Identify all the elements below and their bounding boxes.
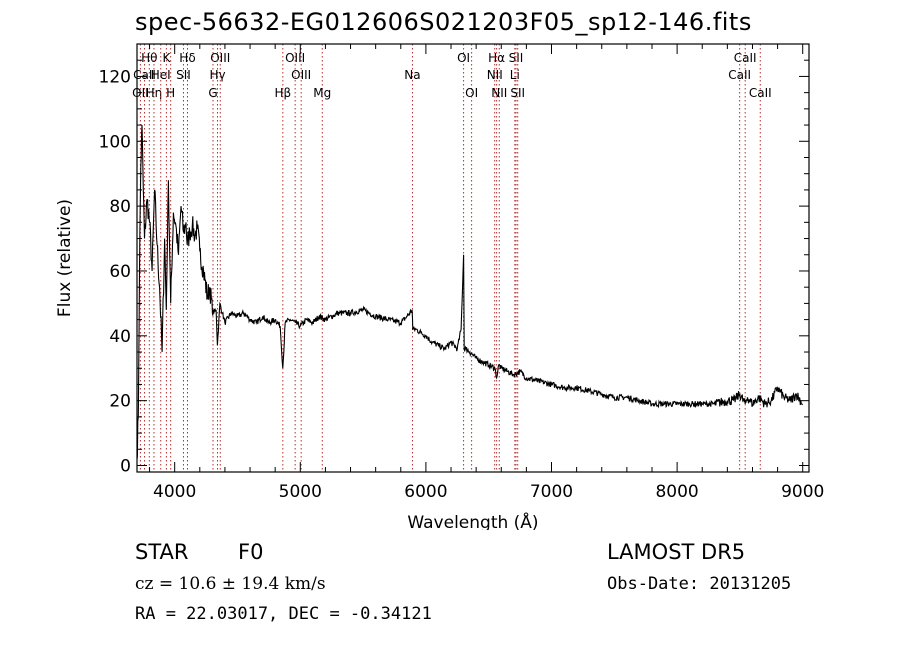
line-marker-label: CaII xyxy=(133,68,156,82)
line-marker-label: G xyxy=(208,86,217,100)
y-tick-label: 40 xyxy=(109,327,131,347)
line-marker-label: Hδ xyxy=(179,51,195,65)
x-tick-label: 6000 xyxy=(404,482,447,502)
line-marker-label: Hβ xyxy=(274,86,291,100)
y-tick-label: 120 xyxy=(99,67,131,87)
x-tick-label: 7000 xyxy=(530,482,573,502)
line-marker-label: HeI xyxy=(151,68,171,82)
x-tick-label: 8000 xyxy=(655,482,698,502)
x-tick-label: 4000 xyxy=(153,482,196,502)
line-marker-label: OIII xyxy=(291,68,311,82)
object-class: STAR xyxy=(135,540,189,564)
line-marker-label: OIII xyxy=(285,51,305,65)
spectrum-line xyxy=(136,125,804,460)
y-tick-label: 0 xyxy=(120,457,131,477)
line-marker-label: SII xyxy=(509,51,524,65)
line-marker-label: Na xyxy=(404,68,420,82)
y-axis-label: Flux (relative) xyxy=(55,199,75,317)
line-marker-label: Hα xyxy=(488,51,505,65)
x-axis-label: Wavelength (Å) xyxy=(407,511,538,530)
y-tick-label: 100 xyxy=(99,132,131,152)
line-marker-label: OI xyxy=(465,86,478,100)
y-tick-label: 60 xyxy=(109,262,131,282)
line-marker-label: CaII xyxy=(749,86,772,100)
line-marker-label: NII xyxy=(487,68,503,82)
line-marker-label: NII xyxy=(491,86,507,100)
line-marker-label: SII xyxy=(176,68,191,82)
x-axis: 4000 5000 6000 7000 8000 9000 xyxy=(149,44,824,502)
line-marker-label: OI xyxy=(457,51,470,65)
line-marker-label: CaII xyxy=(734,51,757,65)
line-marker-label: K xyxy=(162,51,171,65)
x-tick-label: 9000 xyxy=(781,482,824,502)
line-marker-label: Li xyxy=(510,68,520,82)
y-tick-label: 80 xyxy=(109,197,131,217)
survey-name: LAMOST DR5 xyxy=(607,540,746,564)
line-marker-label: CaII xyxy=(728,68,751,82)
line-marker-label: Hη xyxy=(146,86,163,100)
line-marker-label: Hγ xyxy=(209,68,225,82)
x-tick-label: 5000 xyxy=(279,482,322,502)
redshift-velocity: cz = 10.6 ± 19.4 km/s xyxy=(135,574,326,594)
object-subclass: F0 xyxy=(238,540,264,564)
observation-date: Obs-Date: 20131205 xyxy=(607,574,792,594)
y-tick-label: 20 xyxy=(109,392,131,412)
line-marker-label: H xyxy=(166,86,175,100)
line-marker-label: SII xyxy=(510,86,525,100)
spectrum-title: spec-56632-EG012606S021203F05_sp12-146.f… xyxy=(135,8,752,36)
line-marker-label: Mg xyxy=(313,86,331,100)
coordinates: RA = 22.03017, DEC = -0.34121 xyxy=(135,604,432,624)
plot-frame xyxy=(136,43,810,473)
line-marker-label: OIII xyxy=(210,51,230,65)
line-marker-label: Hθ xyxy=(141,51,157,65)
y-axis: 0 20 40 60 80 100 120 xyxy=(99,59,809,477)
